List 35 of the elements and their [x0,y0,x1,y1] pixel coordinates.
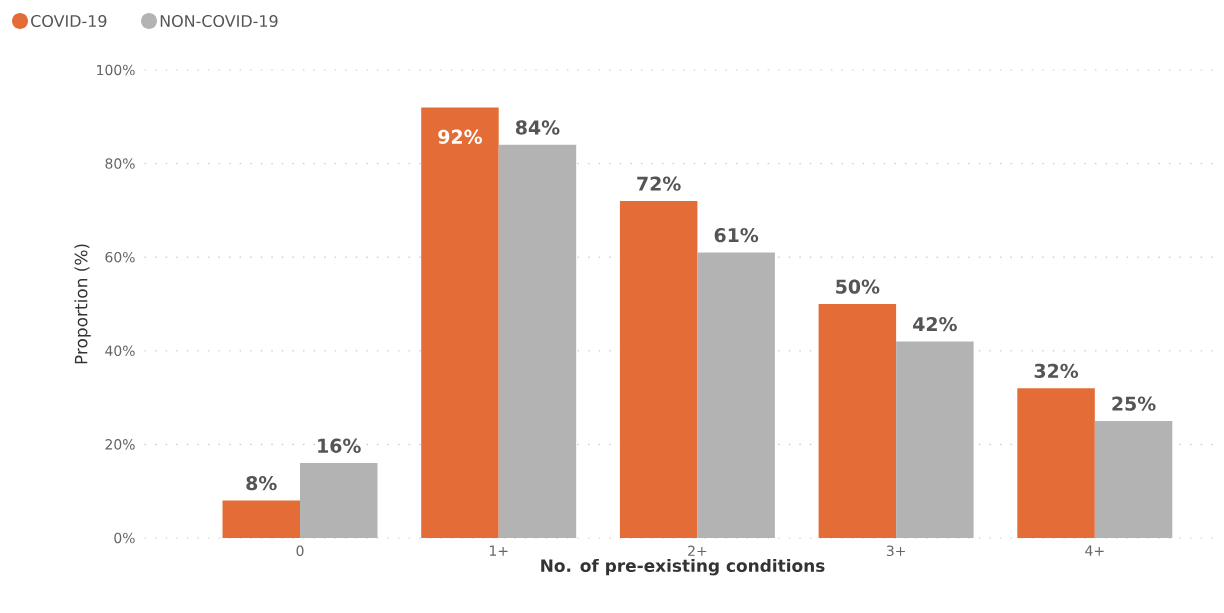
data-label: 42% [913,316,957,332]
x-tick-label: 1+ [489,545,508,556]
x-tick-label: 3+ [886,545,905,557]
y-tick-label: 60% [105,251,135,263]
bar [222,500,300,538]
data-label: 72% [637,176,681,191]
y-tick-label: 40% [105,345,135,357]
bar [421,107,499,538]
data-label: 8% [246,476,277,491]
bar [697,252,775,538]
x-axis-title: No. of pre-existing conditions [541,558,825,576]
y-tick-label: 80% [105,158,135,169]
bar [1017,388,1095,538]
data-label: 84% [515,120,560,135]
legend-label: COVID-19 [31,14,107,28]
x-tick-label: 0 [296,545,304,557]
y-tick-label: 20% [105,439,135,450]
data-label: 25% [1112,396,1156,411]
data-label: 50% [836,279,880,294]
bar [619,201,698,538]
x-tick-label: 2+ [688,545,707,556]
bar [498,144,577,538]
bar [818,303,897,538]
y-tick-label: 100% [97,64,135,76]
data-label: 32% [1034,363,1079,379]
bar [300,463,378,538]
bar [896,341,974,538]
data-label: 16% [318,438,361,453]
data-label: 61% [714,227,759,243]
bar [1094,420,1173,538]
data-label: 92% [438,129,483,144]
legend-label: NON-COVID-19 [160,14,278,28]
y-axis-title: Proportion (%) [74,244,91,364]
y-tick-label: 0% [114,532,135,544]
x-tick-label: 4+ [1085,545,1104,556]
